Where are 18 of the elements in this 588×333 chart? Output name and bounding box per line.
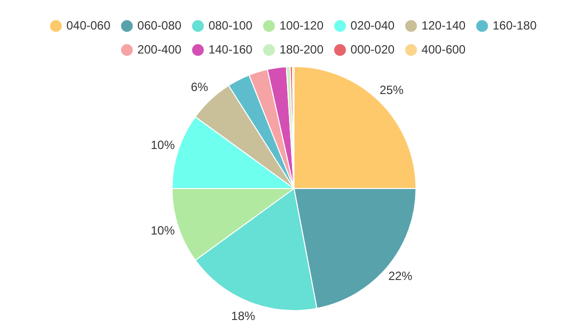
legend-label: 400-600 bbox=[422, 42, 466, 56]
legend-label: 040-060 bbox=[66, 18, 111, 32]
legend-label: 000-020 bbox=[350, 42, 395, 56]
legend-label: 020-040 bbox=[350, 18, 395, 32]
data-label: 18% bbox=[231, 309, 256, 324]
data-label: 25% bbox=[380, 83, 404, 98]
data-label: 22% bbox=[388, 268, 413, 283]
legend-label: 100-120 bbox=[279, 18, 324, 32]
legend-label: 080-100 bbox=[208, 18, 253, 32]
data-label: 10% bbox=[150, 138, 176, 152]
legend-label: 120-140 bbox=[422, 18, 466, 32]
data-label: 6% bbox=[190, 80, 209, 94]
legend-label: 180-200 bbox=[279, 42, 324, 56]
legend-label: 200-400 bbox=[137, 42, 182, 56]
legend-label: 060-080 bbox=[137, 18, 182, 32]
data-label: 10% bbox=[150, 223, 176, 238]
legend-label: 140-160 bbox=[208, 42, 253, 56]
legend-label: 160-180 bbox=[492, 18, 537, 32]
